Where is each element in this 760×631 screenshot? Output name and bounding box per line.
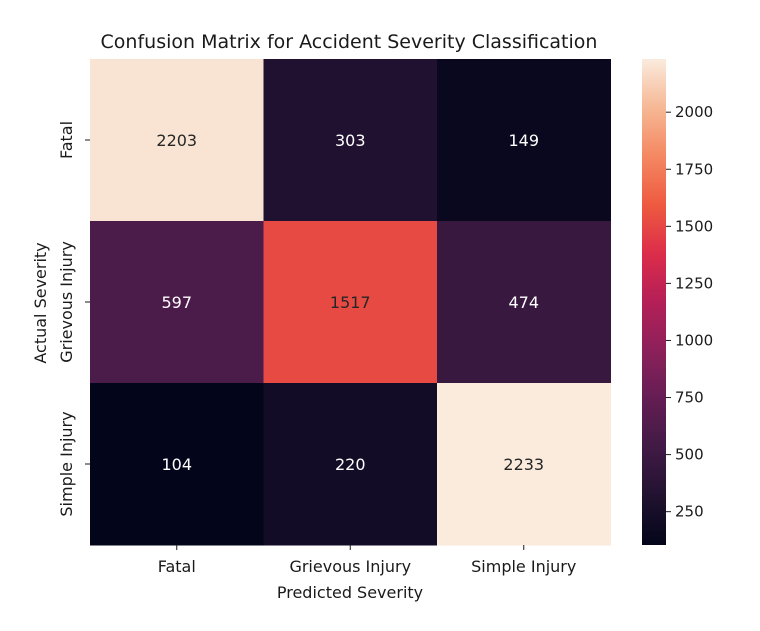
y-axis-ticks: Fatal Grievous Injury Simple Injury bbox=[57, 121, 90, 517]
chart-title: Confusion Matrix for Accident Severity C… bbox=[101, 31, 598, 53]
colorbar-ticks: 250 500 750 1000 1250 1500 1750 2000 bbox=[666, 103, 713, 521]
x-tick-label: Simple Injury bbox=[471, 557, 576, 576]
colorbar-tick-label: 1250 bbox=[675, 274, 713, 292]
y-axis-label: Actual Severity bbox=[31, 242, 50, 363]
heatmap-cell bbox=[90, 221, 264, 384]
heatmap-cell bbox=[437, 383, 611, 546]
heatmap-cell bbox=[90, 59, 264, 222]
cell-value-label: 474 bbox=[508, 293, 539, 312]
cell-value-label: 2233 bbox=[503, 455, 544, 474]
y-tick-label: Grievous Injury bbox=[57, 241, 76, 363]
y-tick-label: Simple Injury bbox=[57, 411, 76, 516]
x-tick-label: Fatal bbox=[158, 557, 196, 576]
heatmap-cell bbox=[263, 59, 438, 222]
x-axis-label: Predicted Severity bbox=[277, 583, 423, 602]
cell-value-label: 2203 bbox=[156, 131, 197, 150]
x-axis-ticks: Fatal Grievous Injury Simple Injury bbox=[158, 545, 576, 576]
cell-value-label: 104 bbox=[161, 455, 192, 474]
cell-value-label: 597 bbox=[161, 293, 192, 312]
heatmap-cells: 2203 303 149 597 1517 474 104 220 2233 bbox=[90, 59, 611, 546]
heatmap-cell bbox=[263, 221, 438, 384]
colorbar bbox=[642, 59, 666, 545]
colorbar-tick-label: 1750 bbox=[675, 160, 713, 178]
colorbar-tick-label: 250 bbox=[675, 503, 704, 521]
heatmap-cell bbox=[90, 383, 264, 546]
cell-value-label: 303 bbox=[335, 131, 366, 150]
cell-value-label: 149 bbox=[508, 131, 539, 150]
colorbar-tick-label: 1000 bbox=[675, 331, 713, 349]
cell-value-label: 220 bbox=[335, 455, 366, 474]
heatmap-cell bbox=[437, 59, 611, 222]
x-tick-label: Grievous Injury bbox=[289, 557, 411, 576]
heatmap-cell bbox=[437, 221, 611, 384]
colorbar-tick-label: 2000 bbox=[675, 103, 713, 121]
colorbar-tick-label: 1500 bbox=[675, 217, 713, 235]
y-tick-label: Fatal bbox=[57, 121, 76, 159]
heatmap-cell bbox=[263, 383, 438, 546]
colorbar-tick-label: 750 bbox=[675, 389, 704, 407]
cell-value-label: 1517 bbox=[330, 293, 371, 312]
colorbar-tick-label: 500 bbox=[675, 446, 704, 464]
